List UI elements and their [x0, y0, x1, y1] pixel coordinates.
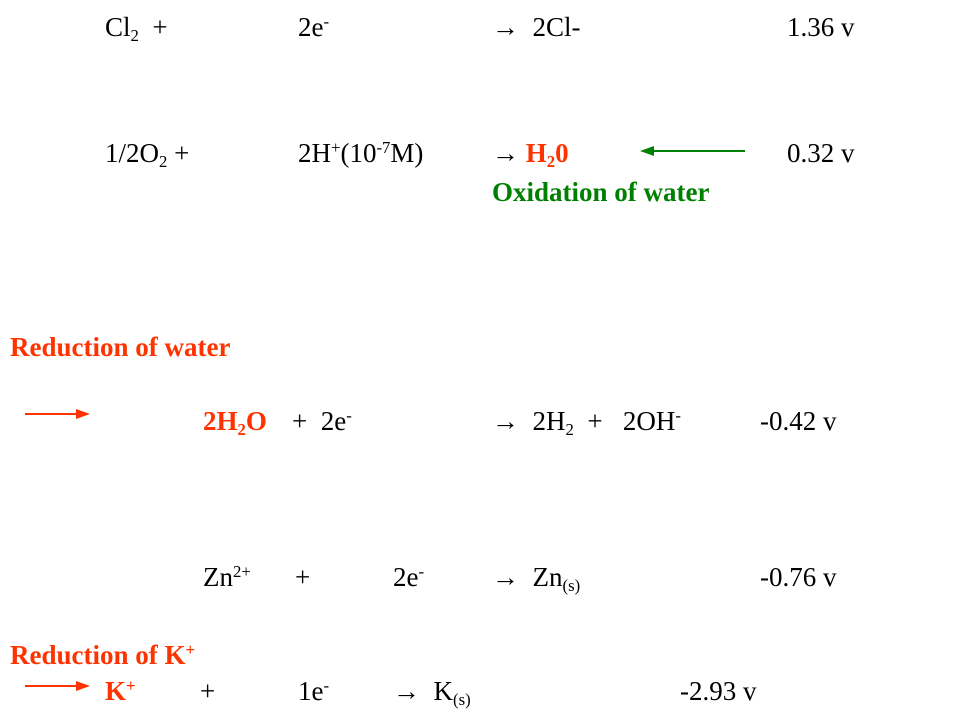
subscript: 2: [237, 420, 246, 440]
label: Reduction of K+: [10, 640, 196, 671]
superscript: -: [323, 676, 330, 695]
superscript: +: [126, 676, 136, 695]
subscript: 2: [159, 152, 168, 172]
superscript: +: [185, 640, 196, 659]
reactant: K+: [105, 676, 136, 707]
superscript: +: [331, 138, 341, 157]
superscript: -: [418, 562, 425, 581]
electrons: 2e-: [393, 562, 425, 593]
electrons: 1e-: [298, 676, 330, 707]
potential: -0.76 v: [760, 562, 837, 592]
electrons: 2e-: [298, 12, 330, 43]
text: Reduction of K: [10, 640, 186, 671]
superscript: -: [323, 12, 330, 31]
text: (10: [340, 138, 377, 169]
product: → H20: [492, 140, 569, 171]
text: +: [138, 12, 168, 42]
text: → 2H: [492, 406, 566, 437]
text: 2e: [393, 562, 419, 593]
text: Cl: [105, 12, 131, 42]
subscript: (s): [453, 690, 471, 710]
text: M): [390, 138, 424, 169]
subscript: (s): [562, 576, 581, 596]
text: K: [105, 676, 127, 707]
product: → K(s): [393, 678, 471, 709]
reactant: Zn2+: [203, 562, 251, 593]
text: 2H: [298, 138, 331, 169]
electrons: + 2e-: [292, 406, 352, 437]
superscript: -: [675, 406, 681, 425]
reactant: 2H2O: [203, 408, 267, 439]
plus: +: [295, 562, 311, 592]
potential: 0.32 v: [787, 138, 855, 168]
red-arrow: [25, 409, 90, 419]
superscript: -7: [376, 138, 391, 157]
text: Zn: [203, 562, 233, 593]
superscript: -: [346, 406, 352, 425]
subscript: 2: [130, 26, 139, 46]
product: → Zn(s): [492, 564, 580, 595]
plus: +: [200, 676, 216, 706]
potential: 1.36 v: [787, 12, 855, 42]
reactant: Cl2 +: [105, 14, 168, 45]
protons: 2H+(10-7M): [298, 138, 424, 169]
potential: -2.93 v: [680, 676, 757, 706]
text: O: [245, 406, 267, 436]
red-arrow: [25, 681, 90, 691]
text: + 2OH: [573, 406, 676, 437]
superscript: 2+: [233, 562, 251, 581]
text: → Zn: [492, 562, 563, 592]
subscript: 2: [565, 420, 574, 440]
text: 0: [555, 138, 569, 168]
text: + 2e: [292, 406, 347, 437]
text: H: [525, 138, 547, 168]
potential: -0.42 v: [760, 406, 837, 436]
product: → 2Cl-: [492, 12, 581, 42]
text: 2H: [203, 406, 238, 436]
text: → K: [393, 676, 453, 706]
text: 2e: [298, 12, 324, 43]
label: Reduction of water: [10, 332, 231, 362]
reactant: 1/2O2 +: [105, 140, 189, 171]
text: 1/2O: [105, 138, 159, 168]
text: →: [492, 138, 526, 168]
green-arrow: [640, 146, 745, 156]
text: 1e: [298, 676, 324, 707]
subscript: 2: [546, 152, 556, 172]
product: → 2H2 + 2OH-: [492, 406, 681, 440]
text: +: [167, 138, 190, 168]
label: Oxidation of water: [492, 177, 710, 207]
